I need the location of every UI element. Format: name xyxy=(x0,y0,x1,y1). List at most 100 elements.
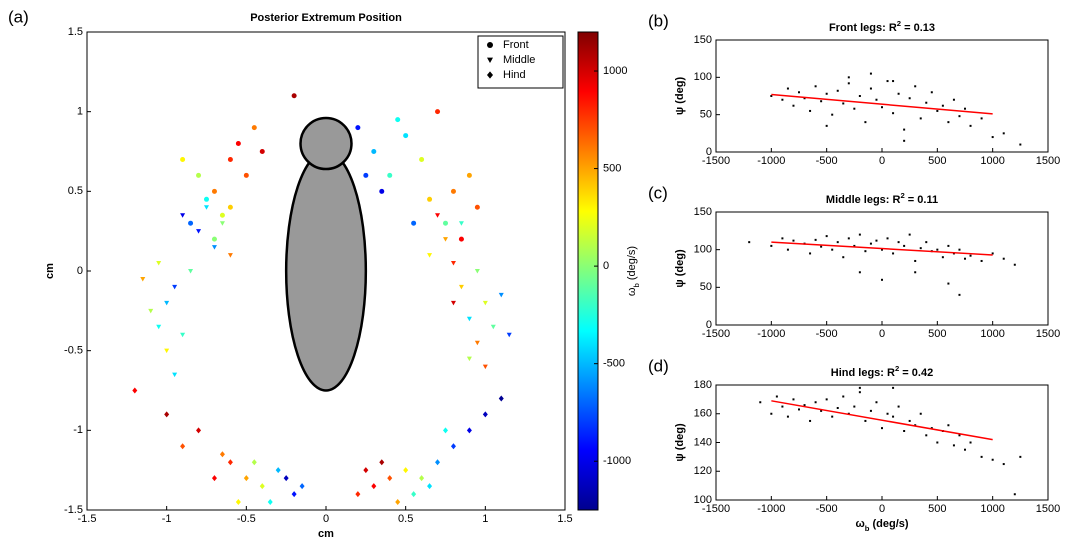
chart-title-part: Hind legs: R xyxy=(831,367,895,379)
point xyxy=(869,242,872,245)
point xyxy=(980,259,983,262)
chart-title-part: = 0.42 xyxy=(899,367,933,379)
point xyxy=(892,112,895,115)
point xyxy=(958,293,961,296)
point xyxy=(363,172,369,178)
y-tick-label: 1 xyxy=(77,106,83,118)
x-tick-label: 1 xyxy=(482,513,488,525)
legend-label: Hind xyxy=(503,69,526,81)
point xyxy=(259,483,265,490)
x-tick-label: 0 xyxy=(879,503,885,515)
point xyxy=(792,398,795,401)
x-axis-label-part: b xyxy=(865,524,870,533)
point xyxy=(291,93,297,99)
colorbar-tick-label: -500 xyxy=(603,358,625,370)
point xyxy=(897,241,900,244)
point xyxy=(395,499,401,506)
x-tick-label: -1 xyxy=(162,513,172,525)
point xyxy=(427,483,433,490)
point xyxy=(936,109,939,112)
point xyxy=(770,95,773,97)
point xyxy=(487,42,493,48)
chart-title-part: 2 xyxy=(897,19,901,28)
point xyxy=(892,80,895,83)
point xyxy=(164,300,170,306)
point xyxy=(211,475,217,482)
point xyxy=(881,427,883,430)
point xyxy=(770,244,773,247)
point xyxy=(869,87,872,90)
x-axis-label: ωb (deg/s) xyxy=(855,518,908,533)
point xyxy=(964,107,966,110)
point xyxy=(786,87,789,90)
point xyxy=(490,324,496,330)
point xyxy=(188,220,194,226)
point xyxy=(387,475,393,482)
point xyxy=(299,483,305,490)
point xyxy=(858,386,861,389)
point xyxy=(759,401,762,404)
point xyxy=(919,247,922,250)
point xyxy=(156,261,162,266)
point xyxy=(858,95,861,97)
colorbar-tick-label: 0 xyxy=(603,260,609,272)
point xyxy=(164,348,170,354)
x-tick-label: 500 xyxy=(928,155,946,167)
y-tick-label: 140 xyxy=(694,436,712,448)
point xyxy=(842,395,845,398)
point xyxy=(427,196,433,202)
point xyxy=(897,92,900,95)
point xyxy=(925,101,928,104)
point xyxy=(831,113,834,116)
point xyxy=(251,459,257,466)
point xyxy=(798,408,800,411)
point xyxy=(792,239,795,242)
point xyxy=(919,117,922,120)
colorbar xyxy=(577,31,599,511)
point xyxy=(235,141,241,147)
point xyxy=(450,300,456,306)
point xyxy=(443,427,448,434)
point xyxy=(466,172,472,178)
point xyxy=(836,407,839,409)
point xyxy=(443,237,448,242)
point xyxy=(450,443,456,450)
point xyxy=(831,248,834,251)
point xyxy=(458,284,464,290)
point xyxy=(803,97,806,100)
point xyxy=(897,405,900,408)
y-tick-label: 0 xyxy=(706,319,712,331)
point xyxy=(786,248,789,251)
chart-title-part: 2 xyxy=(900,191,904,200)
point xyxy=(251,125,257,131)
x-tick-label: -1000 xyxy=(757,503,785,515)
fit-line xyxy=(771,400,993,441)
point xyxy=(825,398,828,401)
point xyxy=(875,239,878,242)
point xyxy=(781,237,784,240)
point xyxy=(836,89,839,92)
point xyxy=(180,332,186,338)
point xyxy=(259,149,265,154)
point xyxy=(903,139,906,142)
point xyxy=(875,98,878,101)
point xyxy=(820,409,823,412)
point xyxy=(847,82,850,85)
point xyxy=(482,411,488,418)
x-tick-label: -1.5 xyxy=(78,513,97,525)
x-tick-label: 1500 xyxy=(1036,503,1060,515)
x-tick-label: 1500 xyxy=(1036,155,1060,167)
point xyxy=(781,405,784,408)
point xyxy=(925,241,928,244)
point xyxy=(506,332,512,338)
point xyxy=(903,244,906,247)
point xyxy=(211,188,217,194)
point xyxy=(283,475,289,482)
point xyxy=(164,411,170,418)
x-axis-label: cm xyxy=(318,528,334,540)
chart-title-part: = 0.13 xyxy=(901,22,935,34)
chart-title: Hind legs: R2 = 0.42 xyxy=(831,364,933,379)
x-tick-label: -500 xyxy=(816,503,838,515)
point xyxy=(964,448,966,451)
point xyxy=(886,80,889,83)
